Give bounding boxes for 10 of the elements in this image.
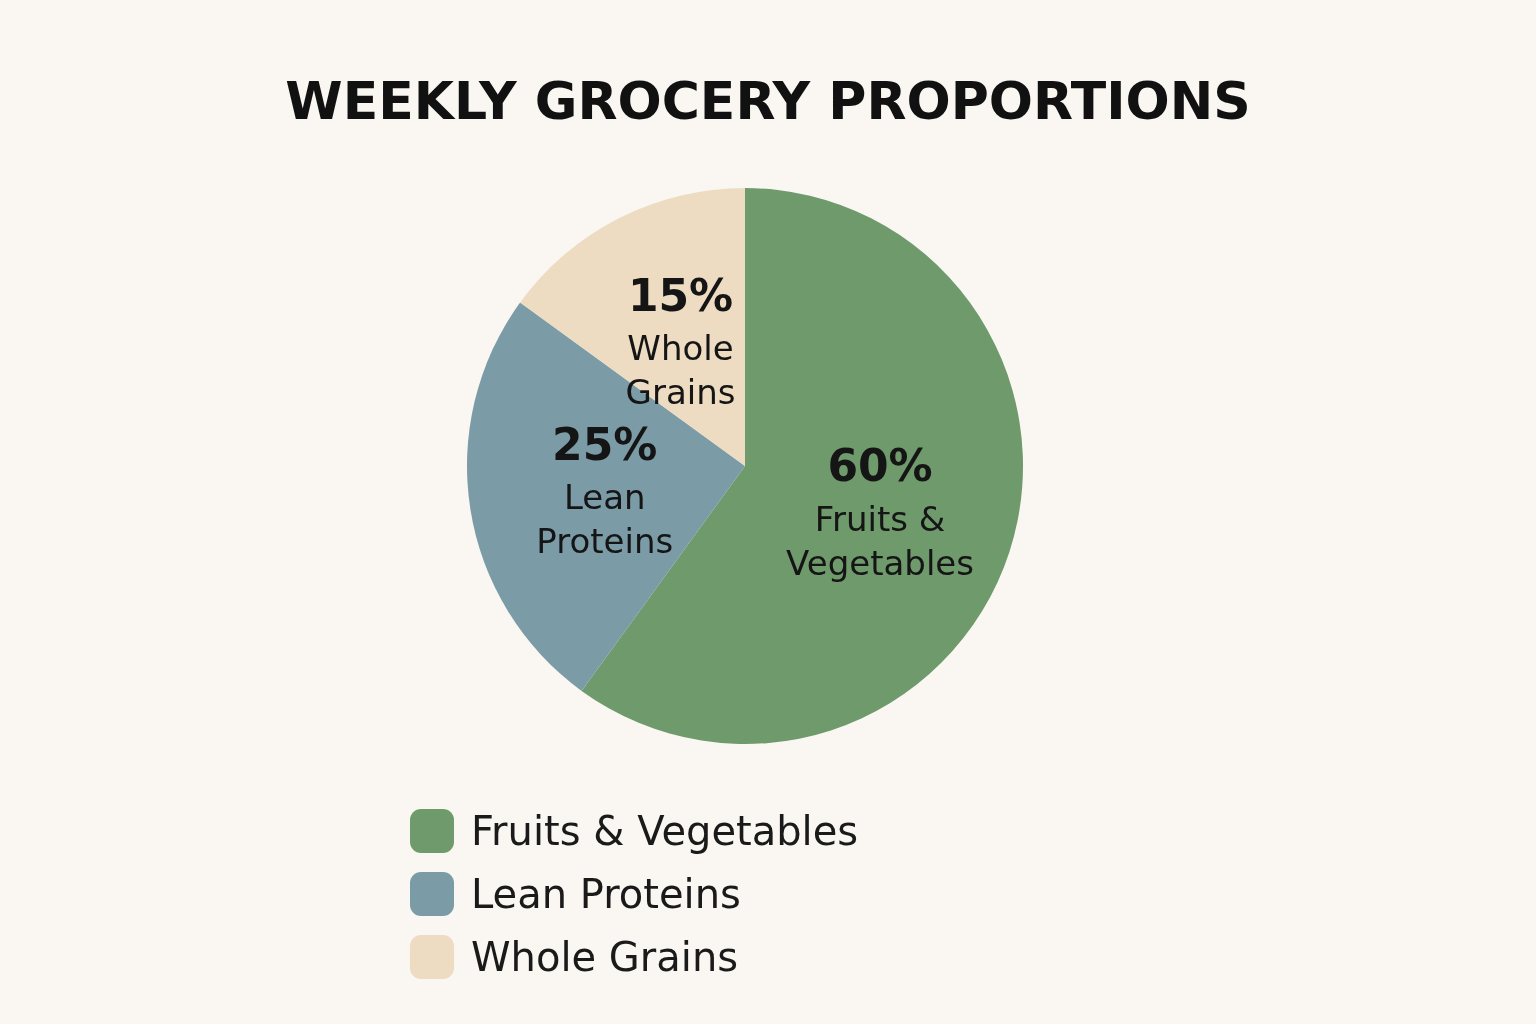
legend-label: Whole Grains xyxy=(471,934,739,980)
slice-label: Whole Grains xyxy=(625,328,736,413)
legend-label: Fruits & Vegetables xyxy=(471,808,859,854)
chart-title: WEEKLY GROCERY PROPORTIONS xyxy=(285,71,1251,131)
data-label: 15% xyxy=(627,269,734,321)
data-label: 60% xyxy=(827,440,933,492)
slice-label: Lean Proteins xyxy=(536,477,674,562)
legend-label: Lean Proteins xyxy=(471,871,741,917)
data-label: 25% xyxy=(552,418,658,470)
slice-label: Fruits & Vegetables xyxy=(786,498,974,583)
